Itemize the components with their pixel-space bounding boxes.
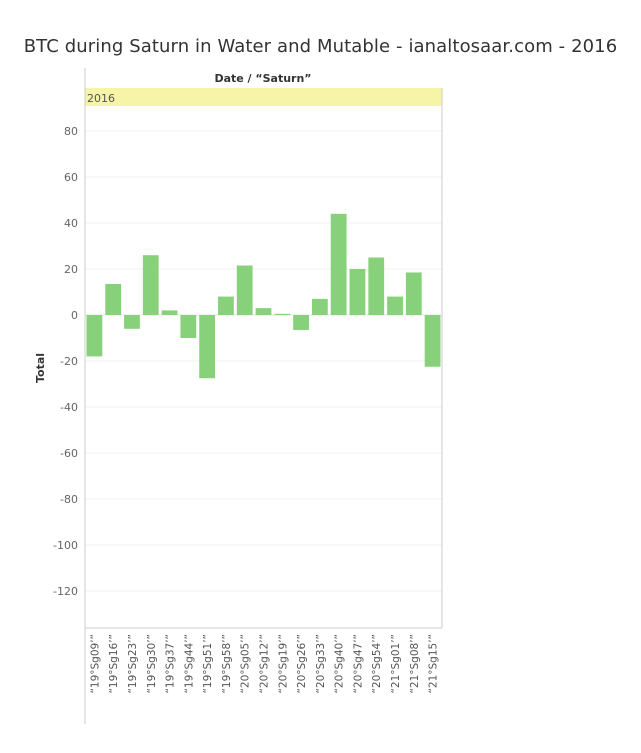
- bar[interactable]: [311, 298, 328, 315]
- panel-label: 2016: [87, 92, 115, 105]
- x-tick-label: “20°Sg26’”: [296, 634, 308, 694]
- y-tick-label: -100: [53, 539, 78, 552]
- bar[interactable]: [161, 310, 178, 315]
- column-header: Date / “Saturn”: [214, 72, 311, 85]
- y-tick-label: 20: [64, 263, 78, 276]
- bars: [86, 213, 441, 379]
- gridlines: [85, 130, 442, 592]
- x-tick-label: “19°Sg16’”: [108, 634, 120, 694]
- bar[interactable]: [330, 213, 347, 315]
- x-tick-label: “19°Sg37’”: [165, 634, 177, 694]
- x-tick-label: “19°Sg51’”: [202, 634, 214, 694]
- bar[interactable]: [236, 265, 253, 315]
- bar[interactable]: [142, 255, 159, 315]
- y-tick-label: -80: [60, 493, 78, 506]
- y-tick-label: -60: [60, 447, 78, 460]
- bar[interactable]: [180, 315, 197, 338]
- x-tick-label: “19°Sg09’”: [89, 634, 101, 694]
- x-tick-label: “21°Sg01’”: [390, 634, 402, 694]
- bar[interactable]: [105, 283, 122, 315]
- bar[interactable]: [255, 308, 272, 315]
- chart-title: BTC during Saturn in Water and Mutable -…: [23, 36, 618, 57]
- x-tick-label: “20°Sg19’”: [277, 634, 289, 694]
- bar[interactable]: [199, 315, 216, 379]
- x-tick-label: “20°Sg05’”: [240, 634, 252, 694]
- x-tick-label: “20°Sg40’”: [334, 634, 346, 694]
- x-tick-label: “20°Sg54’”: [371, 634, 383, 694]
- bar[interactable]: [405, 272, 422, 315]
- y-tick-label: -40: [60, 401, 78, 414]
- x-tick-label: “20°Sg12’”: [259, 634, 271, 694]
- bar[interactable]: [368, 257, 385, 316]
- panel-header-band: [85, 88, 442, 106]
- x-tick-label: “19°Sg58’”: [221, 634, 233, 694]
- y-tick-label: 40: [64, 217, 78, 230]
- x-tick-label: “19°Sg44’”: [183, 634, 195, 694]
- y-tick-label: -120: [53, 585, 78, 598]
- y-tick-label: -20: [60, 355, 78, 368]
- x-tick-label: “19°Sg30’”: [146, 634, 158, 694]
- x-axis-ticks: “19°Sg09’” “19°Sg16’” “19°Sg23’” “19°Sg30’”…: [89, 634, 439, 694]
- x-tick-label: “21°Sg15’”: [428, 634, 440, 694]
- x-tick-label: “20°Sg33’”: [315, 634, 327, 694]
- y-tick-label: 60: [64, 171, 78, 184]
- y-tick-label: 80: [64, 125, 78, 138]
- bar[interactable]: [387, 296, 403, 315]
- y-tick-label: 0: [71, 309, 78, 322]
- x-tick-label: “19°Sg23’”: [127, 634, 139, 694]
- x-tick-label: “20°Sg47’”: [352, 634, 364, 694]
- bar[interactable]: [293, 315, 309, 330]
- bar[interactable]: [274, 313, 291, 315]
- bar[interactable]: [424, 315, 441, 367]
- y-axis-ticks: 80 60 40 20 0 -20 -40 -60 -80 -100 -120: [53, 125, 78, 598]
- x-tick-label: “21°Sg08’”: [409, 634, 421, 694]
- bar[interactable]: [349, 269, 366, 315]
- bar[interactable]: [124, 315, 140, 329]
- bar[interactable]: [218, 296, 234, 315]
- bar[interactable]: [86, 315, 103, 357]
- y-axis-label: Total: [34, 353, 47, 383]
